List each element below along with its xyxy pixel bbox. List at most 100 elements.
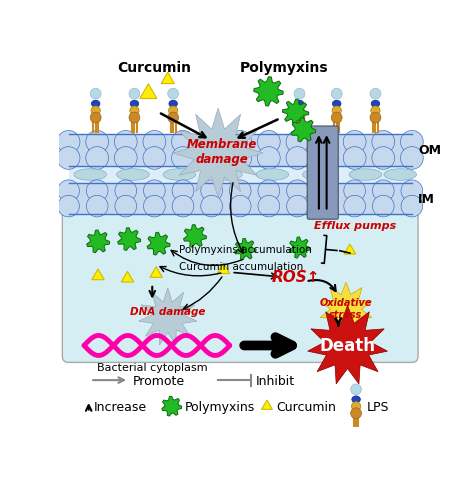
Circle shape <box>90 113 101 124</box>
Circle shape <box>91 107 100 116</box>
Circle shape <box>287 180 308 202</box>
Circle shape <box>144 180 165 202</box>
Circle shape <box>169 107 178 116</box>
Polygon shape <box>292 118 316 143</box>
Bar <box>69 134 412 167</box>
Polygon shape <box>147 233 170 255</box>
Circle shape <box>143 147 166 170</box>
Polygon shape <box>283 100 309 126</box>
Circle shape <box>258 196 280 217</box>
Circle shape <box>294 89 305 100</box>
Text: Efflux pumps: Efflux pumps <box>314 220 396 230</box>
Ellipse shape <box>371 101 380 108</box>
Polygon shape <box>218 264 230 274</box>
Circle shape <box>168 89 179 100</box>
Bar <box>69 167 412 184</box>
Polygon shape <box>173 109 263 198</box>
Polygon shape <box>118 228 141 251</box>
Circle shape <box>57 131 80 154</box>
Text: Promote: Promote <box>133 374 185 387</box>
Circle shape <box>90 89 101 100</box>
Circle shape <box>332 107 341 116</box>
Polygon shape <box>92 269 104 280</box>
Circle shape <box>229 131 252 154</box>
Polygon shape <box>308 306 387 384</box>
Polygon shape <box>87 230 109 253</box>
Circle shape <box>115 180 137 202</box>
Text: Inhibit: Inhibit <box>256 374 295 387</box>
Circle shape <box>315 147 337 170</box>
Circle shape <box>401 147 423 170</box>
Text: Polymyxins: Polymyxins <box>185 400 255 413</box>
Circle shape <box>331 113 342 124</box>
Circle shape <box>370 89 381 100</box>
Ellipse shape <box>91 101 100 108</box>
Text: Curcumin: Curcumin <box>276 400 336 413</box>
Polygon shape <box>254 78 283 107</box>
Circle shape <box>351 384 362 395</box>
Text: Increase: Increase <box>94 400 147 413</box>
Circle shape <box>343 131 366 154</box>
Circle shape <box>172 147 194 170</box>
Circle shape <box>114 147 137 170</box>
Circle shape <box>201 196 222 217</box>
Circle shape <box>86 131 109 154</box>
Circle shape <box>315 131 337 154</box>
Circle shape <box>295 107 304 116</box>
Text: Polymyxins: Polymyxins <box>240 60 328 74</box>
Ellipse shape <box>74 169 107 181</box>
Circle shape <box>315 180 337 202</box>
Text: DNA damage: DNA damage <box>130 306 205 316</box>
Circle shape <box>401 131 423 154</box>
Circle shape <box>287 196 308 217</box>
Circle shape <box>372 131 395 154</box>
Polygon shape <box>138 288 197 345</box>
Circle shape <box>144 196 165 217</box>
Polygon shape <box>289 238 310 259</box>
Circle shape <box>57 147 80 170</box>
Text: Curcumin accumulation: Curcumin accumulation <box>179 262 304 272</box>
Ellipse shape <box>117 169 149 181</box>
Circle shape <box>172 131 194 154</box>
Circle shape <box>294 113 305 124</box>
Ellipse shape <box>130 101 139 108</box>
Circle shape <box>331 89 342 100</box>
Circle shape <box>286 131 309 154</box>
Circle shape <box>372 147 395 170</box>
Text: LPS: LPS <box>367 400 390 413</box>
Ellipse shape <box>349 169 382 181</box>
Circle shape <box>258 180 280 202</box>
Circle shape <box>143 131 166 154</box>
Circle shape <box>429 180 451 202</box>
Text: Polymyxins accumulation: Polymyxins accumulation <box>179 245 312 255</box>
FancyBboxPatch shape <box>63 208 418 363</box>
Polygon shape <box>344 244 356 254</box>
Text: OM: OM <box>418 144 441 157</box>
Ellipse shape <box>352 396 360 403</box>
Circle shape <box>200 147 223 170</box>
Ellipse shape <box>210 169 242 181</box>
Polygon shape <box>161 73 174 84</box>
Circle shape <box>286 147 309 170</box>
Text: Oxidative
stress: Oxidative stress <box>320 297 372 319</box>
Circle shape <box>201 180 222 202</box>
Polygon shape <box>262 400 273 409</box>
Ellipse shape <box>332 101 341 108</box>
Circle shape <box>401 196 423 217</box>
Polygon shape <box>162 396 182 416</box>
Polygon shape <box>121 272 134 282</box>
Ellipse shape <box>302 169 335 181</box>
Polygon shape <box>140 84 157 99</box>
Text: Curcumin: Curcumin <box>117 60 191 74</box>
Circle shape <box>429 196 451 217</box>
Circle shape <box>129 89 140 100</box>
Ellipse shape <box>256 169 289 181</box>
Circle shape <box>129 113 140 124</box>
Ellipse shape <box>163 169 196 181</box>
Polygon shape <box>320 283 372 336</box>
Circle shape <box>172 180 194 202</box>
Circle shape <box>229 147 252 170</box>
Circle shape <box>373 180 394 202</box>
Text: Membrane
damage: Membrane damage <box>187 137 257 165</box>
Text: ROS↑: ROS↑ <box>272 269 320 284</box>
